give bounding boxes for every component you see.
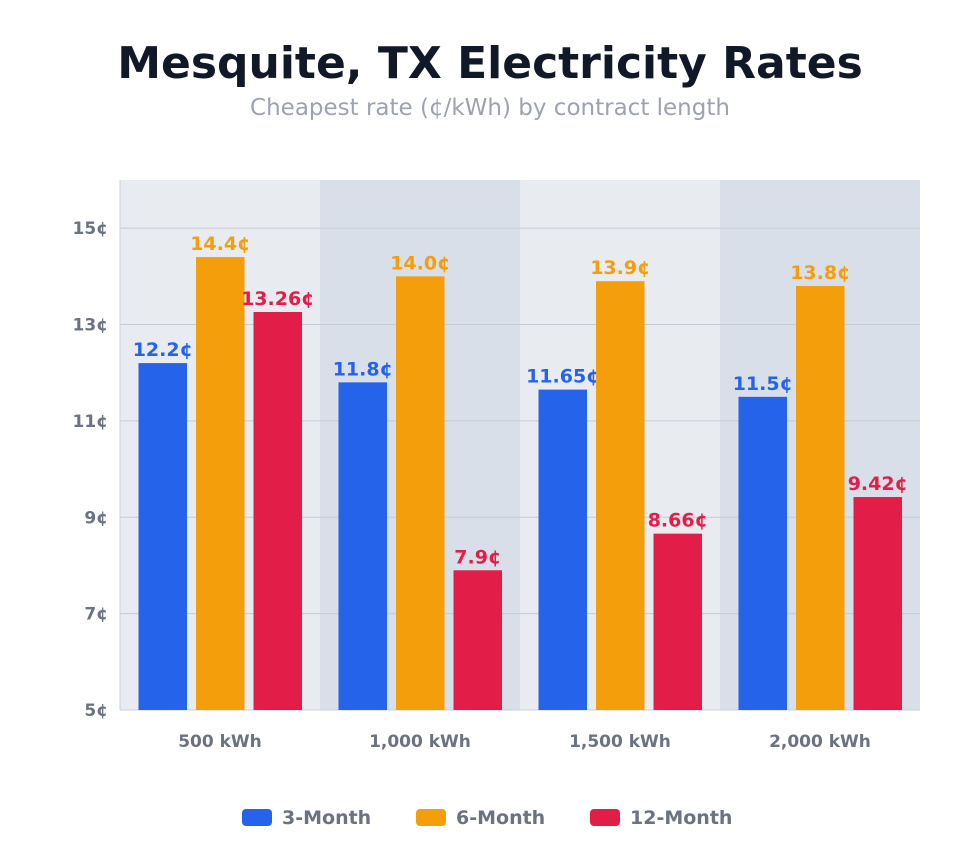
data-label: 9.42¢ — [848, 473, 908, 495]
data-label: 11.65¢ — [526, 366, 599, 388]
data-label: 11.5¢ — [733, 373, 793, 395]
legend-label: 12-Month — [630, 807, 732, 829]
data-label: 14.0¢ — [390, 252, 450, 274]
bar — [738, 396, 787, 710]
legend-label: 3-Month — [282, 807, 371, 829]
data-label: 8.66¢ — [648, 510, 708, 532]
legend-label: 6-Month — [456, 807, 545, 829]
data-label: 13.26¢ — [241, 288, 314, 310]
bar — [853, 497, 902, 710]
y-tick-label: 15¢ — [73, 219, 109, 239]
bar — [253, 312, 302, 710]
bar — [138, 363, 187, 710]
y-tick-label: 11¢ — [73, 412, 109, 432]
y-tick-label: 9¢ — [84, 508, 108, 528]
x-tick-label: 500 kWh — [178, 732, 262, 752]
bar — [196, 257, 245, 710]
chart-title: Mesquite, TX Electricity Rates — [117, 38, 863, 89]
chart-subtitle: Cheapest rate (¢/kWh) by contract length — [250, 95, 730, 121]
legend-swatch — [590, 809, 620, 826]
x-tick-label: 2,000 kWh — [769, 732, 871, 752]
y-tick-label: 5¢ — [84, 701, 108, 721]
y-tick-label: 7¢ — [84, 605, 108, 625]
bar — [653, 533, 702, 710]
data-label: 12.2¢ — [133, 339, 193, 361]
data-label: 13.8¢ — [790, 262, 850, 284]
y-tick-label: 13¢ — [73, 316, 109, 336]
legend-swatch — [242, 809, 272, 826]
x-tick-label: 1,000 kWh — [369, 732, 471, 752]
bar — [596, 281, 645, 710]
legend-swatch — [416, 809, 446, 826]
bar — [538, 389, 587, 710]
data-label: 13.9¢ — [590, 257, 650, 279]
x-tick-label: 1,500 kWh — [569, 732, 671, 752]
bar — [453, 570, 502, 710]
bar — [396, 276, 445, 710]
data-label: 11.8¢ — [333, 358, 393, 380]
data-label: 14.4¢ — [190, 233, 250, 255]
bar — [796, 286, 845, 710]
bar — [338, 382, 387, 710]
data-label: 7.9¢ — [454, 546, 501, 568]
